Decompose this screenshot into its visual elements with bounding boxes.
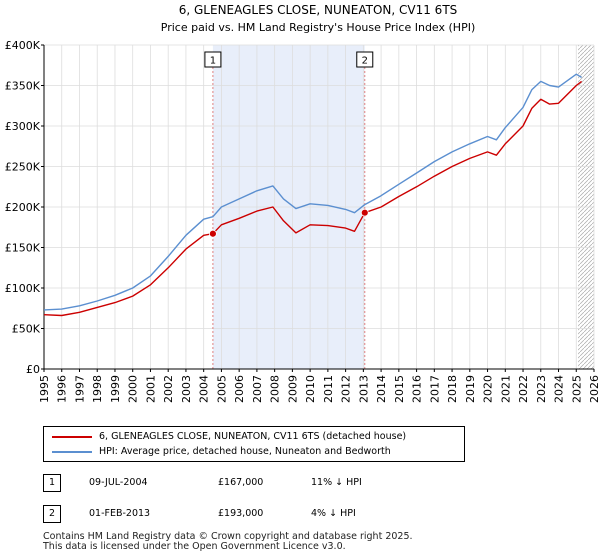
transaction-date: 01-FEB-2013 bbox=[89, 508, 151, 519]
x-tick-label: 2014 bbox=[375, 375, 388, 403]
x-tick-label: 2012 bbox=[340, 375, 353, 403]
transaction-hpi-diff: 4% ↓ HPI bbox=[311, 508, 356, 519]
x-tick-label: 2004 bbox=[198, 375, 211, 403]
legend: 6, GLENEAGLES CLOSE, NUNEATON, CV11 6TS … bbox=[43, 426, 465, 462]
transaction-date: 09-JUL-2004 bbox=[89, 477, 148, 488]
x-tick-label: 1997 bbox=[73, 375, 86, 403]
footer-copyright: Contains HM Land Registry data © Crown c… bbox=[43, 531, 413, 542]
x-tick-label: 2001 bbox=[144, 375, 157, 403]
x-tick-label: 2007 bbox=[251, 375, 264, 403]
x-tick-label: 2017 bbox=[428, 375, 441, 403]
footer-licence: This data is licensed under the Open Gov… bbox=[43, 541, 346, 552]
y-tick-label: £400K bbox=[5, 39, 41, 52]
transaction-marker: 2 bbox=[43, 505, 61, 523]
legend-label-hpi: HPI: Average price, detached house, Nune… bbox=[99, 446, 391, 457]
x-tick-label: 2026 bbox=[588, 375, 600, 403]
price-chart: 6, GLENEAGLES CLOSE, NUNEATON, CV11 6TS … bbox=[5, 3, 600, 403]
transaction-price: £167,000 bbox=[218, 477, 264, 488]
y-tick-label: £0 bbox=[26, 363, 40, 376]
chart-subtitle: Price paid vs. HM Land Registry's House … bbox=[161, 21, 476, 34]
x-tick-label: 2019 bbox=[464, 375, 477, 403]
chart-title: 6, GLENEAGLES CLOSE, NUNEATON, CV11 6TS bbox=[179, 3, 458, 17]
x-tick-label: 2021 bbox=[499, 375, 512, 403]
y-tick-label: £150K bbox=[5, 242, 41, 255]
x-tick-label: 2008 bbox=[269, 375, 282, 403]
sale-number-label: 1 bbox=[210, 56, 216, 67]
hpi-series-line bbox=[43, 73, 582, 311]
x-tick-label: 2006 bbox=[233, 375, 246, 403]
footer: Contains HM Land Registry data © Crown c… bbox=[43, 532, 413, 552]
x-tick-label: 1996 bbox=[56, 375, 69, 403]
x-tick-label: 2018 bbox=[446, 375, 459, 403]
y-tick-label: £200K bbox=[5, 201, 41, 214]
transaction-hpi-diff: 11% ↓ HPI bbox=[311, 477, 362, 488]
y-tick-label: £300K bbox=[5, 120, 41, 133]
x-tick-label: 2005 bbox=[215, 375, 228, 403]
y-tick-label: £100K bbox=[5, 282, 41, 295]
x-tick-label: 2009 bbox=[286, 375, 299, 403]
x-tick-label: 2010 bbox=[304, 375, 317, 403]
x-tick-label: 2024 bbox=[553, 375, 566, 403]
transaction-price: £193,000 bbox=[218, 508, 264, 519]
sale-number-box bbox=[204, 51, 222, 68]
x-tick-label: 2003 bbox=[180, 375, 193, 403]
x-tick-label: 2011 bbox=[322, 375, 335, 403]
legend-swatch-property bbox=[52, 436, 92, 438]
x-tick-label: 2020 bbox=[482, 375, 495, 403]
x-tick-label: 1995 bbox=[38, 375, 51, 403]
sale-point bbox=[360, 208, 369, 217]
x-tick-label: 2015 bbox=[393, 375, 406, 403]
transaction-marker: 1 bbox=[43, 474, 61, 492]
x-tick-label: 2016 bbox=[411, 375, 424, 403]
y-tick-label: £250K bbox=[5, 161, 41, 174]
property-series-line bbox=[43, 80, 583, 317]
x-tick-label: 2013 bbox=[357, 375, 370, 403]
x-tick-label: 1998 bbox=[91, 375, 104, 403]
x-tick-label: 1999 bbox=[109, 375, 122, 403]
legend-label-property: 6, GLENEAGLES CLOSE, NUNEATON, CV11 6TS … bbox=[99, 431, 407, 442]
sale-point bbox=[209, 229, 217, 238]
x-tick-label: 2002 bbox=[162, 375, 175, 403]
x-tick-label: 2022 bbox=[517, 375, 530, 403]
sale-number-label: 2 bbox=[362, 56, 368, 67]
sale-number-box bbox=[356, 51, 374, 68]
legend-swatch-hpi bbox=[52, 451, 92, 453]
x-tick-label: 2000 bbox=[127, 375, 140, 403]
x-tick-label: 2025 bbox=[570, 375, 583, 403]
y-tick-label: £350K bbox=[5, 80, 41, 93]
x-tick-label: 2023 bbox=[535, 375, 548, 403]
y-tick-label: £50K bbox=[12, 323, 41, 336]
